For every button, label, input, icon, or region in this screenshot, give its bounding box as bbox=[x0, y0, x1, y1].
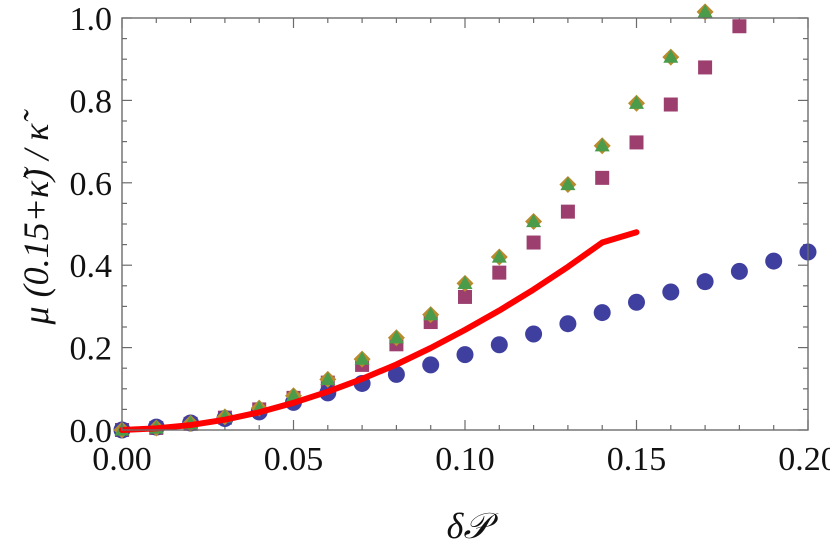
triangle-point bbox=[388, 330, 404, 344]
circle-point bbox=[662, 283, 680, 301]
x-tick-label: 0.20 bbox=[778, 441, 830, 478]
triangle-point bbox=[697, 4, 713, 18]
square-point bbox=[732, 19, 747, 34]
square-point bbox=[595, 170, 610, 185]
y-tick-label: 1.0 bbox=[70, 1, 113, 38]
data-layer bbox=[113, 3, 817, 439]
square-point bbox=[458, 289, 472, 304]
triangle-point bbox=[423, 307, 439, 321]
square-point bbox=[526, 235, 541, 250]
y-axis-label: μ (0.15+κ̃) / κ̃ bbox=[16, 109, 56, 326]
triangle-point bbox=[560, 176, 576, 191]
square-point bbox=[698, 60, 713, 75]
triangle-point bbox=[526, 214, 542, 228]
fit-curve-line bbox=[119, 229, 640, 433]
circle-point bbox=[387, 365, 405, 383]
circle-point bbox=[490, 336, 508, 354]
square-point bbox=[629, 135, 644, 150]
triangle-point bbox=[629, 95, 644, 109]
triangle-point bbox=[663, 49, 679, 63]
circle-point bbox=[765, 252, 783, 270]
y-tick-label: 0.0 bbox=[70, 413, 113, 450]
square-point bbox=[560, 204, 575, 219]
y-tick-label: 0.8 bbox=[70, 83, 113, 120]
tick-labels: 0.00 0.05 0.10 0.15 0.20 0.0 0.2 0.4 0.6 0.8 1.0 bbox=[70, 1, 830, 478]
circle-point bbox=[696, 273, 714, 291]
y-tick-label: 0.4 bbox=[70, 248, 113, 285]
square-point bbox=[663, 97, 678, 112]
circle-point bbox=[730, 262, 748, 280]
circle-point bbox=[422, 356, 440, 374]
circle-point bbox=[593, 304, 611, 322]
axis-ticks bbox=[121, 17, 809, 431]
x-tick-label: 0.10 bbox=[435, 441, 495, 478]
triangle-point bbox=[491, 249, 507, 263]
triangle-point bbox=[286, 388, 301, 402]
triangle-point bbox=[320, 371, 336, 385]
x-tick-label: 0.05 bbox=[264, 441, 324, 478]
y-tick-label: 0.6 bbox=[70, 166, 113, 203]
y-tick-label: 0.2 bbox=[70, 331, 113, 368]
circle-point bbox=[628, 293, 645, 311]
circle-point bbox=[559, 315, 577, 333]
plot-frame bbox=[121, 17, 809, 431]
circle-point bbox=[525, 325, 543, 343]
circle-point bbox=[456, 346, 474, 364]
triangle-point bbox=[354, 351, 370, 365]
triangle-point bbox=[594, 138, 610, 152]
square-point bbox=[492, 265, 507, 280]
x-tick-label: 0.00 bbox=[92, 441, 152, 478]
x-tick-label: 0.15 bbox=[607, 441, 667, 478]
triangle-point bbox=[457, 275, 473, 289]
